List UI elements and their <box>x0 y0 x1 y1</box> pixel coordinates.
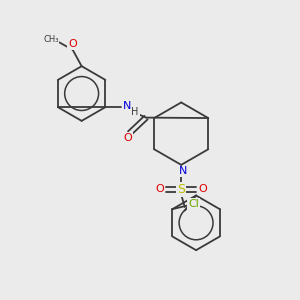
Text: Cl: Cl <box>188 199 199 209</box>
Text: O: O <box>198 184 207 194</box>
Text: O: O <box>68 40 77 50</box>
Text: O: O <box>123 133 132 142</box>
Text: CH₃: CH₃ <box>43 35 59 44</box>
Text: N: N <box>122 101 131 111</box>
Text: N: N <box>178 167 187 176</box>
Text: S: S <box>177 183 185 196</box>
Text: H: H <box>131 107 139 117</box>
Text: O: O <box>155 184 164 194</box>
